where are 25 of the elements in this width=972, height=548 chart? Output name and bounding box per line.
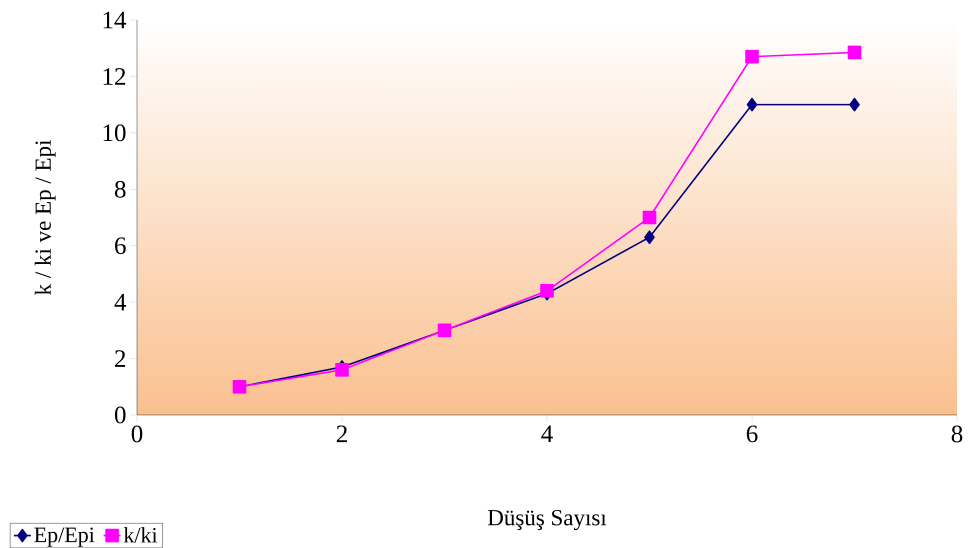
x-tick-label: 0 bbox=[132, 425, 142, 442]
x-tick-label: 2 bbox=[336, 425, 347, 442]
y-tick-label: 12 bbox=[104, 68, 126, 85]
point bbox=[745, 50, 759, 64]
y-tick-label: 6 bbox=[115, 237, 126, 254]
legend-label: k/ki bbox=[124, 527, 158, 543]
x-tick-label: 4 bbox=[541, 425, 553, 442]
point bbox=[335, 363, 349, 377]
x-tick-label: 6 bbox=[746, 425, 758, 442]
point bbox=[848, 46, 862, 60]
y-tick-label: 0 bbox=[114, 406, 126, 424]
x-tick-label: 8 bbox=[952, 425, 962, 442]
y-tick-label: 4 bbox=[114, 294, 126, 310]
point bbox=[644, 230, 655, 244]
point bbox=[746, 98, 758, 112]
y-tick-label: 8 bbox=[114, 180, 126, 198]
point bbox=[642, 210, 656, 224]
x-axis-title: Düşüş Sayısı bbox=[488, 510, 606, 530]
point bbox=[849, 98, 860, 112]
legend-label: Ep/Epi bbox=[34, 527, 94, 547]
y-tick-label: 10 bbox=[104, 124, 126, 142]
y-tick-label: 14 bbox=[104, 12, 126, 28]
y-tick-label: 2 bbox=[115, 350, 126, 367]
y-axis-title: k / ki ve Ep / Epi bbox=[34, 140, 56, 295]
point bbox=[540, 284, 554, 298]
